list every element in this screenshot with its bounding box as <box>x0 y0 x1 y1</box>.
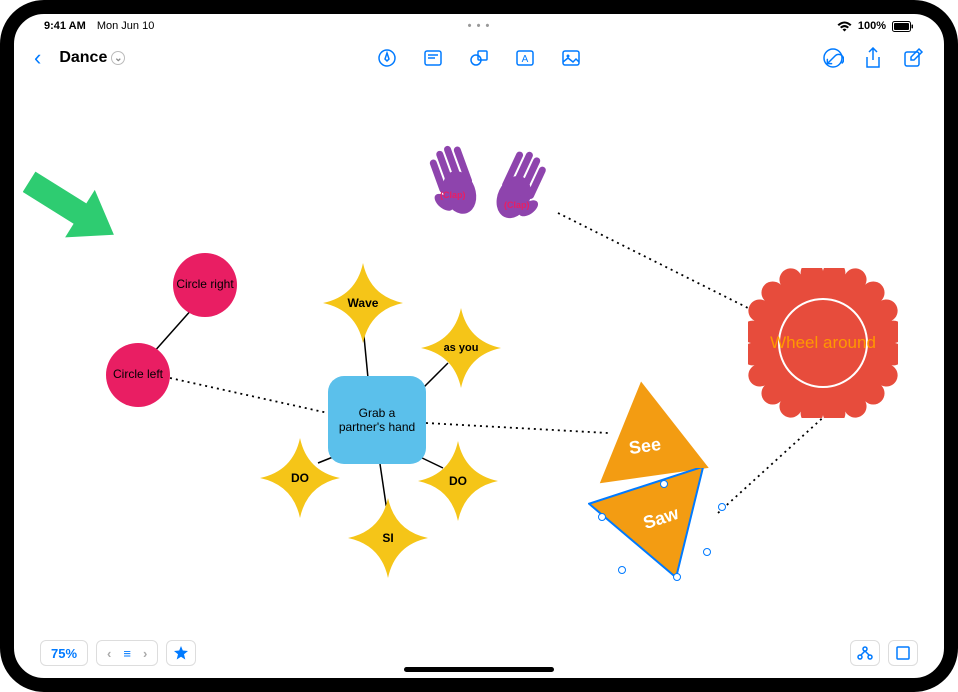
selection-handle[interactable] <box>618 566 626 574</box>
chevron-down-icon: ⌄ <box>111 51 125 65</box>
image-tool-icon[interactable] <box>560 47 582 69</box>
collaboration-icon <box>857 646 873 660</box>
pen-tool-icon[interactable] <box>376 47 398 69</box>
status-time: 9:41 AM <box>44 20 86 32</box>
freeform-canvas[interactable]: (Clap) (Clap) Circle right Circle left W… <box>28 78 930 664</box>
zoom-control[interactable]: 75% <box>40 640 88 666</box>
undo-icon[interactable] <box>822 47 844 69</box>
next-board-icon[interactable]: › <box>143 646 147 661</box>
multitask-indicator[interactable]: • • • <box>468 20 491 32</box>
green-arrow[interactable] <box>23 163 143 243</box>
do-left-label: DO <box>260 438 340 518</box>
share-icon[interactable] <box>862 47 884 69</box>
toolbar-right <box>822 47 924 69</box>
status-date: Mon Jun 10 <box>97 20 154 32</box>
si-star[interactable]: SI <box>348 498 428 578</box>
sticky-note-icon[interactable] <box>422 47 444 69</box>
board-list-icon[interactable]: ≡ <box>123 646 131 661</box>
clap-label-right: (Clap) <box>504 200 530 210</box>
board-title-text: Dance <box>59 49 107 67</box>
favorite-button[interactable] <box>166 640 196 666</box>
ipad-frame: 9:41 AM Mon Jun 10 • • • 100% ‹ Dance ⌄ <box>0 0 958 692</box>
wheel-around-label: Wheel around <box>748 268 898 418</box>
circle-left-label: Circle left <box>113 368 163 381</box>
home-indicator[interactable] <box>404 667 554 672</box>
saw-triangle[interactable]: Saw <box>588 468 733 588</box>
text-tool-icon[interactable]: A <box>514 47 536 69</box>
selection-handle[interactable] <box>718 503 726 511</box>
svg-text:A: A <box>522 54 529 65</box>
as-you-star[interactable]: as you <box>421 308 501 388</box>
clap-label-left: (Clap) <box>440 190 466 200</box>
prev-board-icon[interactable]: ‹ <box>107 646 111 661</box>
board-navigator[interactable]: ‹ ≡ › <box>96 640 158 666</box>
do-right-label: DO <box>418 441 498 521</box>
selection-handle[interactable] <box>660 480 668 488</box>
minimap-icon <box>896 646 910 660</box>
status-time-date: 9:41 AM Mon Jun 10 <box>44 20 154 32</box>
star-icon <box>174 646 188 660</box>
grab-partner-node[interactable]: Grab a partner's hand <box>328 376 426 464</box>
toolbar-left: ‹ Dance ⌄ <box>34 47 125 69</box>
collaboration-button[interactable] <box>850 640 880 666</box>
bottom-right-controls <box>850 640 918 666</box>
do-left-star[interactable]: DO <box>260 438 340 518</box>
wave-star[interactable]: Wave <box>323 263 403 343</box>
minimap-button[interactable] <box>888 640 918 666</box>
battery-icon <box>892 21 914 32</box>
wave-label: Wave <box>323 263 403 343</box>
wifi-icon <box>837 21 852 32</box>
see-label: See <box>628 434 663 459</box>
status-right: 100% <box>837 20 914 32</box>
wheel-around-node[interactable]: Wheel around <box>748 268 898 418</box>
grab-partner-label: Grab a partner's hand <box>328 406 426 435</box>
status-bar: 9:41 AM Mon Jun 10 • • • 100% <box>14 14 944 38</box>
bottom-left-controls: 75% ‹ ≡ › <box>40 640 196 666</box>
circle-right-label: Circle right <box>176 278 233 291</box>
back-button[interactable]: ‹ <box>34 47 41 69</box>
top-toolbar: ‹ Dance ⌄ A <box>14 38 944 78</box>
toolbar-center: A <box>376 47 582 69</box>
clap-hands[interactable]: (Clap) (Clap) <box>418 128 568 238</box>
do-right-star[interactable]: DO <box>418 441 498 521</box>
shapes-tool-icon[interactable] <box>468 47 490 69</box>
zoom-label: 75% <box>51 646 77 661</box>
circle-right-node[interactable]: Circle right <box>173 253 237 317</box>
si-label: SI <box>348 498 428 578</box>
as-you-label: as you <box>421 308 501 388</box>
bottom-toolbar: 75% ‹ ≡ › <box>40 640 918 666</box>
selection-handle[interactable] <box>673 573 681 581</box>
selection-handle[interactable] <box>598 513 606 521</box>
circle-left-node[interactable]: Circle left <box>106 343 170 407</box>
compose-icon[interactable] <box>902 47 924 69</box>
battery-percent: 100% <box>858 20 886 32</box>
selection-handle[interactable] <box>703 548 711 556</box>
board-title[interactable]: Dance ⌄ <box>59 49 125 67</box>
